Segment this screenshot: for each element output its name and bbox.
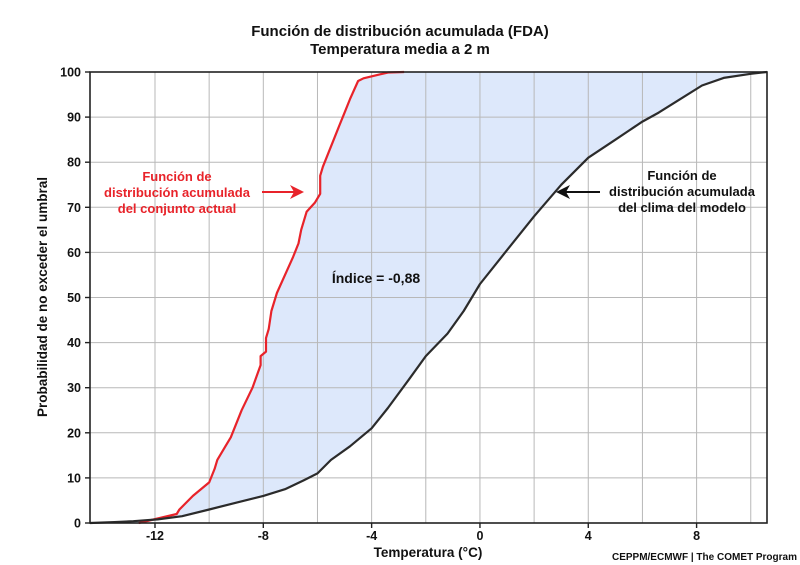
x-tick-label: 8 (693, 529, 700, 543)
y-tick-label: 30 (67, 381, 81, 395)
annotation-ensemble-line-1: Función de (142, 169, 211, 184)
y-tick-label: 90 (67, 111, 81, 125)
y-tick-label: 60 (67, 246, 81, 260)
y-tick-label: 10 (67, 471, 81, 485)
arrow-head-black (556, 185, 570, 199)
chart-subtitle: Temperatura media a 2 m (310, 41, 490, 58)
x-axis-label: Temperatura (°C) (374, 545, 483, 560)
y-tick-label: 50 (67, 291, 81, 305)
annotation-climate-line-2: distribución acumulada (609, 184, 756, 199)
x-tick-label: -4 (366, 529, 377, 543)
credit-text: CEPPM/ECMWF | The COMET Program (612, 552, 797, 563)
annotation-model-climate-cdf: Función de distribución acumulada del cl… (556, 168, 756, 215)
index-label: Índice = -0,88 (332, 270, 421, 286)
model-climate-cdf-line (89, 70, 768, 525)
x-tick-label: 4 (585, 529, 592, 543)
annotation-ensemble-cdf: Función de distribución acumulada del co… (104, 169, 304, 216)
x-tick-label: -8 (258, 529, 269, 543)
y-axis-label: Probabilidad de no exceder el umbral (35, 177, 50, 417)
y-tick-label: 40 (67, 336, 81, 350)
annotation-ensemble-line-2: distribución acumulada (104, 185, 251, 200)
arrow-head-red (290, 185, 304, 199)
annotation-climate-line-3: del clima del modelo (618, 200, 746, 215)
y-tick-label: 100 (60, 66, 81, 80)
series-layer (89, 70, 768, 525)
y-tick-label: 0 (74, 517, 81, 531)
x-tick-label: -12 (146, 529, 164, 543)
y-tick-label: 20 (67, 426, 81, 440)
y-tick-label: 80 (67, 156, 81, 170)
y-axis-ticks: 0 10 20 30 40 50 60 70 80 90 100 (60, 66, 90, 531)
ensemble-cdf-line (138, 70, 405, 525)
chart-title: Función de distribución acumulada (FDA) (251, 23, 549, 40)
annotation-ensemble-line-3: del conjunto actual (118, 201, 236, 216)
x-axis-ticks: -12 -8 -4 0 4 8 (146, 523, 700, 543)
annotation-climate-line-1: Función de (647, 168, 716, 183)
y-tick-label: 70 (67, 201, 81, 215)
x-tick-label: 0 (476, 529, 483, 543)
